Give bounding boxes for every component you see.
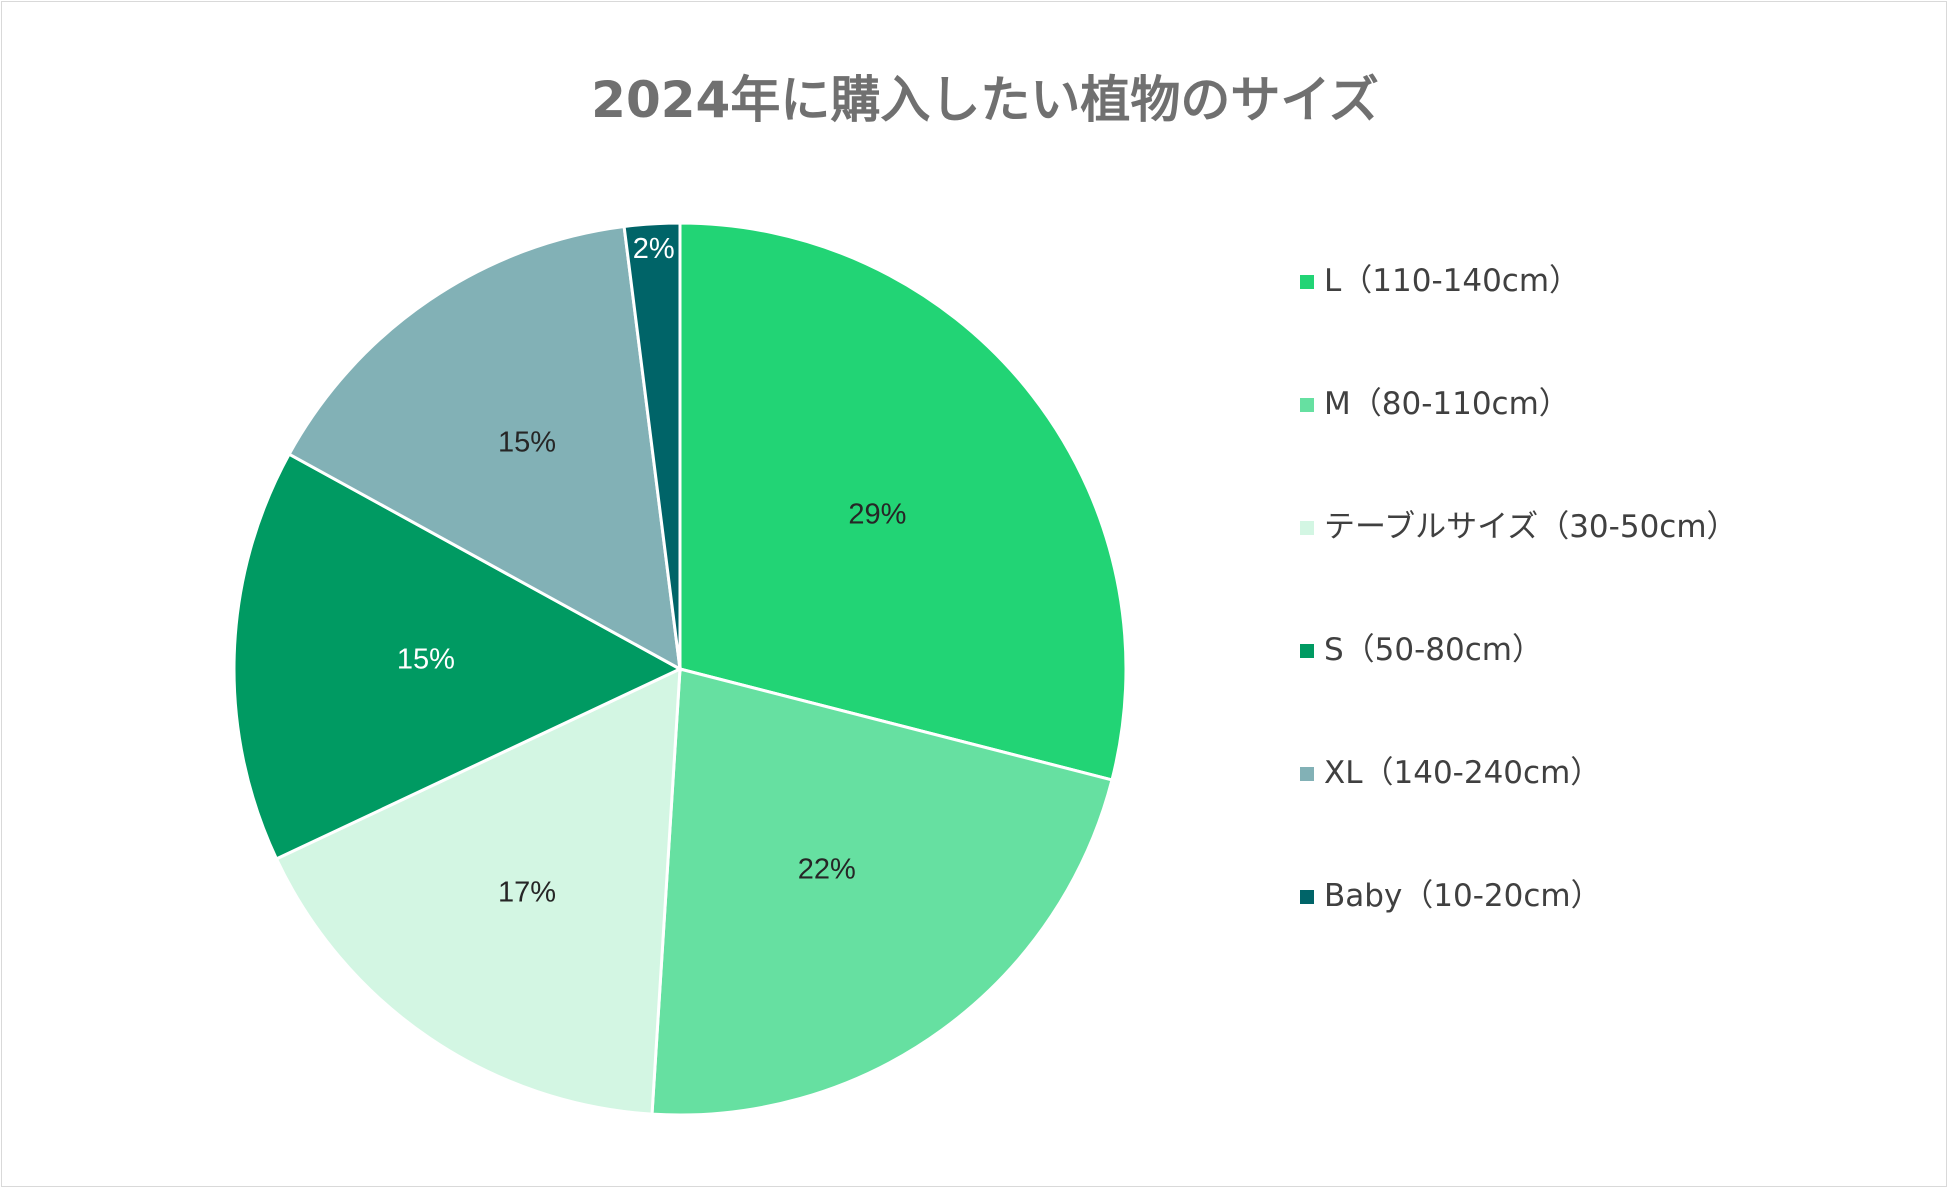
legend-label: テーブルサイズ（30-50cm） bbox=[1324, 509, 1738, 545]
legend-swatch bbox=[1300, 398, 1314, 412]
slice-data-label-4: 15% bbox=[397, 644, 455, 676]
pie-slice-3 bbox=[274, 666, 682, 1116]
legend-swatch bbox=[1300, 890, 1314, 904]
legend-label: S（50-80cm） bbox=[1324, 632, 1543, 668]
pie-slice-1 bbox=[678, 221, 1128, 782]
legend-label: M（80-110cm） bbox=[1324, 386, 1570, 422]
slice-data-label-6: 2% bbox=[633, 233, 675, 265]
legend-swatch bbox=[1300, 767, 1314, 781]
legend-item-4: S（50-80cm） bbox=[1300, 625, 1738, 748]
slice-data-label-3: 17% bbox=[498, 877, 556, 909]
legend-label: L（110-140cm） bbox=[1324, 263, 1581, 299]
pie-slice-4 bbox=[232, 452, 684, 861]
slice-data-label-2: 22% bbox=[798, 854, 856, 886]
slice-data-label-1: 29% bbox=[848, 499, 906, 531]
legend-swatch bbox=[1300, 644, 1314, 658]
pie-slice-5 bbox=[287, 224, 682, 672]
legend-label: XL（140-240cm） bbox=[1324, 755, 1602, 791]
chart-title: 2024年に購入したい植物のサイズ bbox=[591, 71, 1379, 129]
pie-slice-6 bbox=[622, 221, 682, 670]
legend-item-1: L（110-140cm） bbox=[1300, 256, 1738, 379]
legend-swatch bbox=[1300, 521, 1314, 535]
legend-item-5: XL（140-240cm） bbox=[1300, 748, 1738, 871]
legend-item-6: Baby（10-20cm） bbox=[1300, 871, 1738, 994]
legend-item-3: テーブルサイズ（30-50cm） bbox=[1300, 502, 1738, 625]
legend-swatch bbox=[1300, 275, 1314, 289]
legend: L（110-140cm） M（80-110cm） テーブルサイズ（30-50cm） S… bbox=[1300, 256, 1738, 994]
legend-item-2: M（80-110cm） bbox=[1300, 379, 1738, 502]
legend-label: Baby（10-20cm） bbox=[1324, 878, 1602, 914]
pie-slice-2 bbox=[650, 667, 1114, 1117]
slice-data-label-5: 15% bbox=[498, 427, 556, 459]
